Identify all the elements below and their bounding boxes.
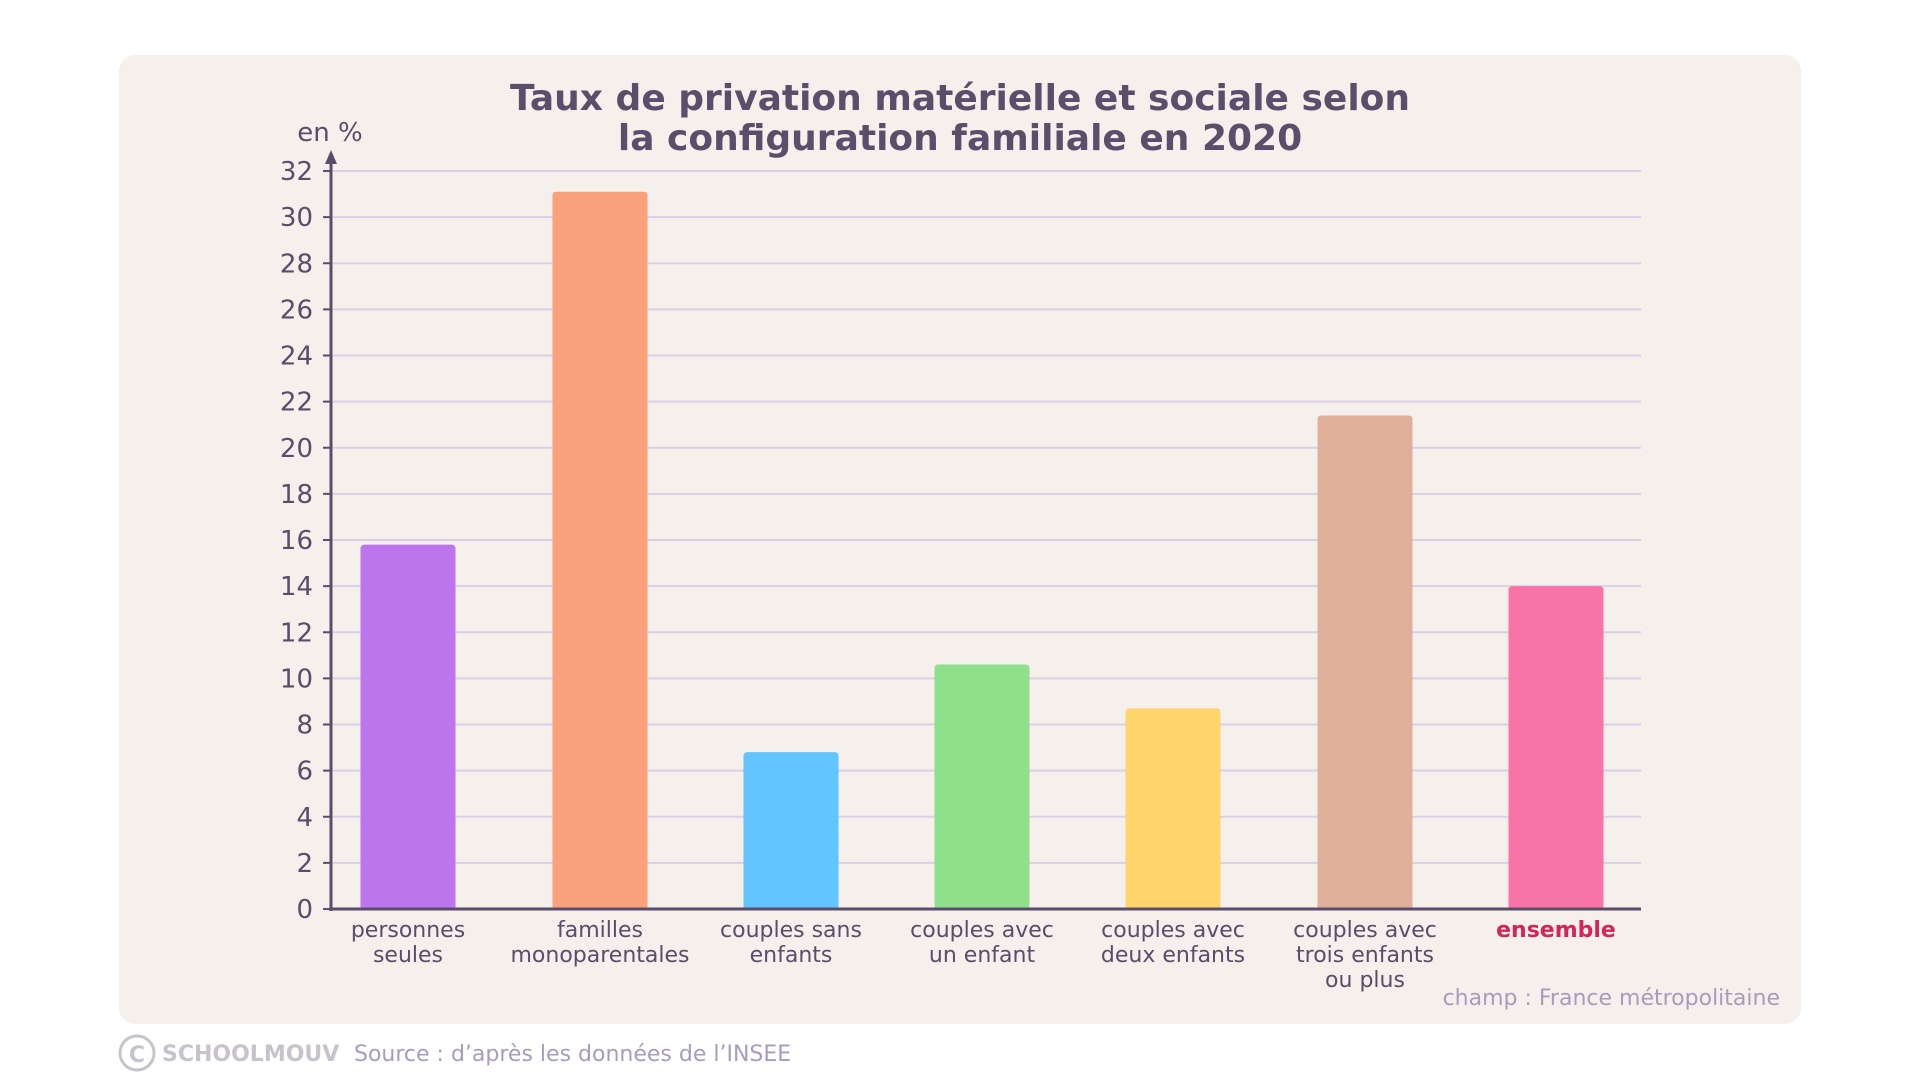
bar-2 <box>743 752 839 909</box>
x-category-label: familles <box>557 918 643 943</box>
y-tick-label: 24 <box>280 342 313 372</box>
y-tick-label: 12 <box>280 618 313 648</box>
copyright-icon <box>118 1034 156 1072</box>
x-category-label: couples avec <box>1101 918 1245 943</box>
x-category-label: monoparentales <box>511 943 690 968</box>
y-tick-label: 22 <box>280 388 313 418</box>
x-category-label: personnes <box>351 918 465 943</box>
y-tick-label: 14 <box>280 572 313 602</box>
y-axis-arrow-icon <box>325 150 337 164</box>
x-category-label: enfants <box>750 943 833 968</box>
y-tick-label: 28 <box>280 249 313 279</box>
bar-1 <box>552 191 648 910</box>
schoolmouv-logo: C SCHOOLMOUV <box>118 1034 339 1072</box>
bar-5 <box>1317 415 1413 909</box>
x-category-label: un enfant <box>929 943 1036 968</box>
scope-annotation: champ : France métropolitaine <box>1443 986 1780 1011</box>
y-tick-label: 10 <box>280 664 313 694</box>
y-tick-label: 8 <box>296 711 313 741</box>
copyright-c: C <box>129 1043 145 1068</box>
y-tick-label: 26 <box>280 295 313 325</box>
x-category-label: trois enfants <box>1296 943 1434 968</box>
source-text: Source : d’après les données de l’INSEE <box>354 1042 791 1067</box>
chart-title-line-2: la configuration familiale en 2020 <box>618 118 1302 159</box>
y-axis-label: en % <box>297 118 362 148</box>
y-tick-label: 16 <box>280 526 313 556</box>
y-tick-label: 0 <box>296 895 313 925</box>
x-category-label: ensemble <box>1496 918 1616 943</box>
x-category-label: couples avec <box>910 918 1054 943</box>
x-category-label: couples sans <box>720 918 862 943</box>
y-tick-label: 20 <box>280 434 313 464</box>
x-category-label: ou plus <box>1325 968 1405 993</box>
brand-name: SCHOOLMOUV <box>162 1042 339 1067</box>
y-tick-label: 18 <box>280 480 313 510</box>
bar-6 <box>1508 586 1604 909</box>
x-category-label: seules <box>373 943 443 968</box>
x-category-label: couples avec <box>1293 918 1437 943</box>
y-tick-label: 32 <box>280 157 313 187</box>
chart-title-line-1: Taux de privation matérielle et sociale … <box>510 78 1410 119</box>
bar-4 <box>1125 708 1221 909</box>
y-tick-label: 6 <box>296 757 313 787</box>
y-tick-label: 4 <box>296 803 313 833</box>
bar-3 <box>934 664 1030 909</box>
x-category-label: deux enfants <box>1101 943 1245 968</box>
y-tick-label: 2 <box>296 849 313 879</box>
bar-0 <box>360 544 456 909</box>
y-tick-label: 30 <box>280 203 313 233</box>
